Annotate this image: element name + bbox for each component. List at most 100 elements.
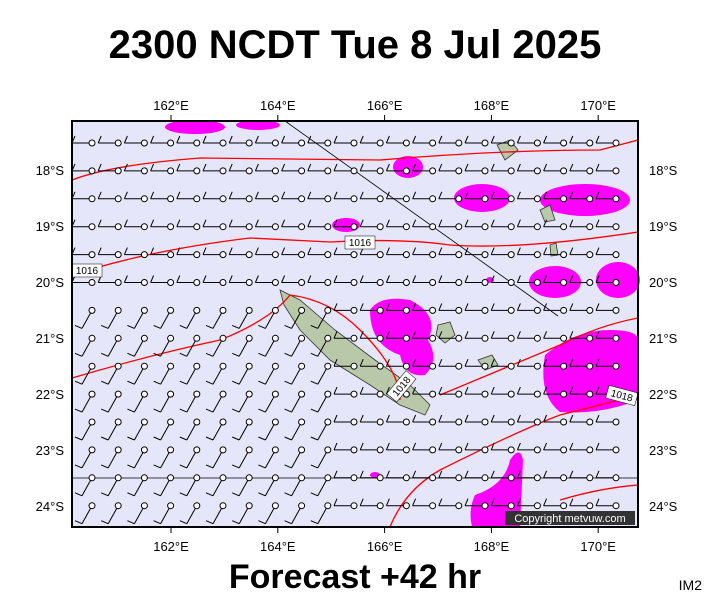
lon-tick-label: 168°E (474, 98, 510, 113)
barb-flag (595, 191, 600, 199)
barb-station (455, 474, 463, 482)
barb-flag (123, 275, 128, 283)
barb-station (586, 306, 594, 314)
barb-station (586, 502, 594, 510)
barb-flag (490, 470, 495, 478)
barb-station (612, 334, 620, 342)
barb-flag (176, 247, 181, 255)
barb-flag (284, 380, 292, 385)
barb-station (114, 223, 122, 231)
barb-station (560, 139, 568, 147)
barb-flag (202, 135, 207, 144)
barb-station (402, 139, 410, 147)
barb-flag (438, 470, 443, 478)
barb-station (245, 251, 253, 259)
barb-station (533, 251, 541, 259)
barb-flag (412, 414, 417, 423)
barb-flag (569, 498, 574, 506)
barb-station (481, 306, 489, 314)
barb-flag (153, 464, 161, 469)
barb-flag (595, 359, 600, 367)
barb-flag (359, 442, 364, 451)
barb-flag (228, 275, 233, 283)
barb-flag (258, 436, 266, 441)
barb-flag (359, 275, 364, 283)
barb-flag (464, 442, 469, 451)
barb-flag (310, 520, 318, 525)
barb-station (193, 223, 201, 231)
barb-station (350, 195, 358, 203)
barb-station (376, 474, 384, 482)
barb-flag (310, 352, 318, 357)
barb-station (271, 139, 279, 147)
barb-station (324, 418, 332, 426)
barb-flag (284, 436, 292, 441)
barb-station (219, 139, 227, 147)
map-frame (71, 120, 639, 528)
barb-station (612, 279, 620, 286)
barb-station (193, 474, 201, 482)
barb-station (271, 167, 279, 175)
barb-station (507, 362, 515, 370)
barb-flag (202, 219, 207, 227)
barb-station (402, 195, 410, 203)
lon-tick-label: 164°E (260, 539, 296, 554)
barb-station (271, 502, 279, 510)
lat-tick-label: 20°S (36, 275, 65, 290)
barb-station (324, 390, 332, 398)
barb-station (193, 334, 201, 342)
barb-station (429, 251, 437, 259)
barb-station (193, 279, 201, 286)
barb-flag (412, 442, 417, 451)
barb-station (167, 167, 175, 175)
barb-station (88, 251, 96, 259)
barb-station (140, 418, 148, 426)
barb-station (271, 418, 279, 426)
barb-station (167, 362, 175, 370)
barb-flag (97, 163, 102, 172)
barb-flag (74, 492, 83, 497)
lon-tick-label: 162°E (153, 539, 189, 554)
barb-flag (205, 520, 214, 525)
barb-station (245, 167, 253, 175)
barb-flag (464, 163, 469, 172)
barb-flag (127, 436, 135, 441)
barb-flag (153, 436, 161, 441)
barb-flag (228, 247, 233, 255)
barb-station (560, 195, 568, 203)
barb-flag (281, 275, 286, 283)
barb-station (429, 474, 437, 482)
barb-flag (438, 219, 443, 227)
barb-station (402, 306, 410, 314)
lat-tick-label: 24°S (649, 499, 678, 514)
lat-tick-label: 22°S (649, 387, 678, 402)
barb-flag (97, 247, 102, 255)
barb-station (402, 251, 410, 259)
barb-flag (359, 470, 364, 478)
barb-station (612, 167, 620, 175)
barb-flag (153, 324, 161, 329)
barb-flag (127, 380, 135, 385)
barb-flag (412, 247, 417, 255)
barb-flag (333, 275, 338, 283)
barb-flag (385, 219, 390, 227)
barb-flag (412, 191, 417, 199)
barb-station (114, 390, 122, 398)
barb-flag (543, 386, 548, 395)
barb-station (612, 251, 620, 259)
barb-station (193, 390, 201, 398)
barb-station (88, 502, 96, 510)
barb-flag (101, 352, 109, 357)
barb-station (167, 306, 175, 314)
barb-flag (412, 163, 417, 172)
barb-flag (284, 520, 292, 525)
barb-station (298, 334, 306, 342)
barb-station (533, 334, 541, 342)
barb-station (88, 306, 96, 314)
barb-flag (202, 163, 207, 172)
barb-flag (412, 135, 417, 144)
barb-flag (359, 219, 364, 227)
barb-flag (74, 436, 83, 441)
barb-flag (179, 520, 187, 525)
